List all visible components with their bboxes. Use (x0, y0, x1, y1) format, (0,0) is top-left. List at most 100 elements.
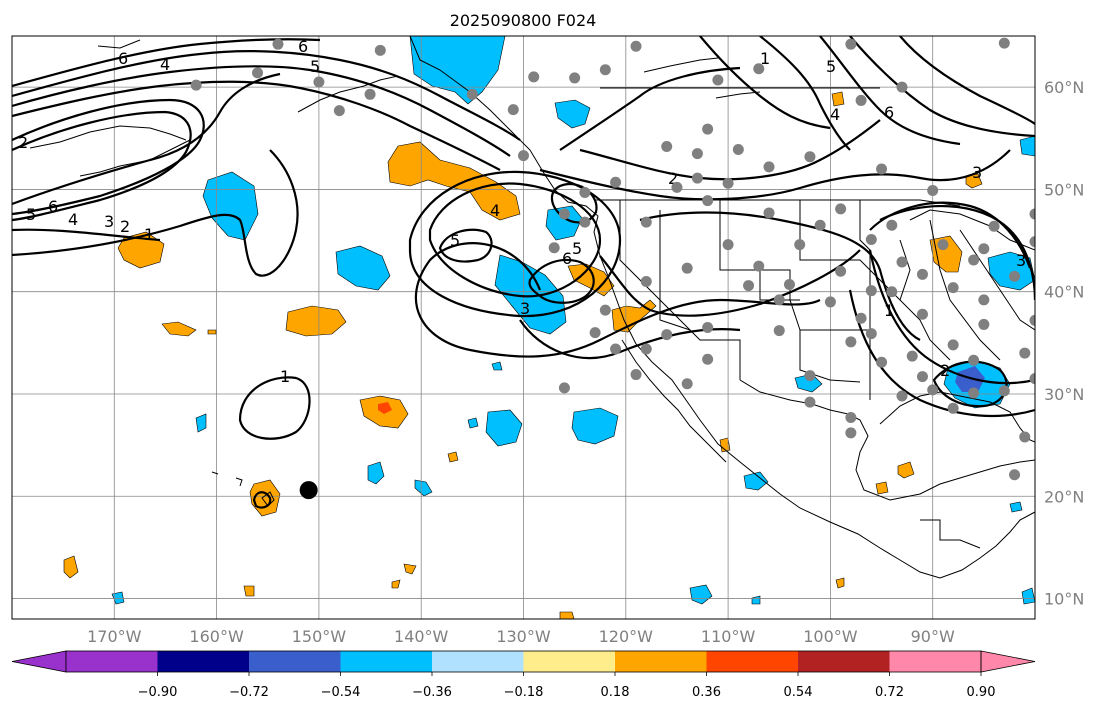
station-dot (988, 220, 1000, 232)
contour-label: 2 (18, 133, 28, 152)
longitude-tick-label: 120°W (599, 627, 654, 646)
longitude-tick-label: 160°W (189, 627, 244, 646)
station-dot (466, 88, 478, 100)
station-dot (610, 343, 622, 355)
station-dot (599, 304, 611, 316)
colorbar-tick-label: −0.54 (321, 685, 361, 700)
station-dot (916, 268, 928, 280)
contour-label: 1 (280, 367, 290, 386)
contour-label: 3 (972, 163, 982, 182)
station-dot (702, 123, 714, 135)
station-dot (968, 387, 980, 399)
colorbar-tick-label: −0.72 (229, 685, 269, 700)
station-dot (599, 64, 611, 76)
contour-label: 3 (1016, 251, 1026, 270)
station-dot (835, 265, 847, 277)
latitude-tick-label: 10°N (1044, 590, 1084, 609)
colorbar-tick-label: 0.18 (601, 685, 630, 700)
strong-positive-anomaly-areas (378, 402, 392, 414)
station-dot (968, 254, 980, 266)
contour-label: 5 (26, 205, 36, 224)
station-dot (998, 385, 1010, 397)
station-dot (702, 195, 714, 207)
contour-label: 5 (450, 231, 460, 250)
station-dot (845, 336, 857, 348)
station-dot (865, 328, 877, 340)
station-dot (835, 203, 847, 215)
colorbar-tick-label: −0.36 (412, 685, 452, 700)
contour-lines (12, 36, 1035, 509)
colorbar-tick-label: 0.54 (784, 685, 813, 700)
station-dot (824, 296, 836, 308)
station-dot (794, 239, 806, 251)
station-dot (916, 308, 928, 320)
station-dot (579, 216, 591, 228)
latitude-tick-label: 20°N (1044, 487, 1084, 506)
station-dot (190, 79, 202, 91)
colorbar-segment (615, 651, 707, 672)
contour-label: 4 (68, 210, 78, 229)
colorbar-tick-label: 0.36 (692, 685, 721, 700)
latitude-labels: 10°N 20°N 30°N 40°N 50°N 60°N (1044, 78, 1084, 608)
station-dot (364, 88, 376, 100)
station-dot (855, 94, 867, 106)
colorbar-segment (340, 651, 433, 672)
location-marker (299, 481, 318, 500)
contour-label: 1 (144, 225, 154, 244)
colorbar-segment (249, 651, 341, 672)
station-dot (896, 81, 908, 93)
station-dot (640, 275, 652, 287)
station-dot (579, 186, 591, 198)
contour-label: 6 (884, 103, 894, 122)
contour-label: 5 (310, 57, 320, 76)
station-dot (374, 44, 386, 56)
colorbar-segment (889, 651, 982, 672)
map-frame (11, 35, 1036, 620)
colorbar-segment (157, 651, 250, 672)
station-dot (313, 76, 325, 88)
station-dot (589, 327, 601, 339)
latitude-tick-label: 50°N (1044, 180, 1084, 199)
station-dot (845, 412, 857, 424)
station-dot (845, 38, 857, 50)
station-dot (804, 396, 816, 408)
contour-label: 2 (668, 169, 678, 188)
station-dot (272, 38, 284, 50)
contour-label: 5 (826, 57, 836, 76)
station-dot (814, 219, 826, 231)
colorbar-extend-low (11, 650, 67, 673)
station-dot (947, 339, 959, 351)
station-dot (691, 148, 703, 160)
station-dot (1029, 236, 1035, 248)
colorbar (11, 650, 1036, 673)
longitude-tick-label: 150°W (292, 627, 347, 646)
station-dot (1029, 314, 1035, 326)
station-dot (886, 286, 898, 298)
station-dot (855, 312, 867, 324)
station-dot (630, 369, 642, 381)
station-dot (845, 427, 857, 439)
station-dot (712, 74, 724, 86)
station-dot (732, 144, 744, 156)
station-dot (927, 384, 939, 396)
colorbar-tick-label: 0.72 (875, 685, 904, 700)
station-dot (507, 104, 519, 116)
station-dot (671, 181, 683, 193)
contour-label: 6 (298, 37, 308, 56)
contour-label: 4 (490, 201, 500, 220)
colorbar-tick-label: −0.90 (138, 685, 178, 700)
chart-title: 2025090800 F024 (450, 11, 597, 30)
colorbar-tick-label: 0.90 (967, 685, 996, 700)
latitude-tick-label: 60°N (1044, 78, 1084, 97)
station-dot (978, 318, 990, 330)
station-dot (1009, 270, 1021, 282)
station-dot (1019, 347, 1031, 359)
station-dot (865, 285, 877, 297)
station-dot (896, 390, 908, 402)
station-dot (661, 140, 673, 152)
station-dot (876, 163, 888, 175)
station-dot (743, 280, 755, 292)
longitude-labels: 170°W 160°W 150°W 140°W 130°W 120°W 110°W 100°W… (87, 627, 955, 646)
station-dot (978, 294, 990, 306)
colorbar-segment (523, 651, 616, 672)
